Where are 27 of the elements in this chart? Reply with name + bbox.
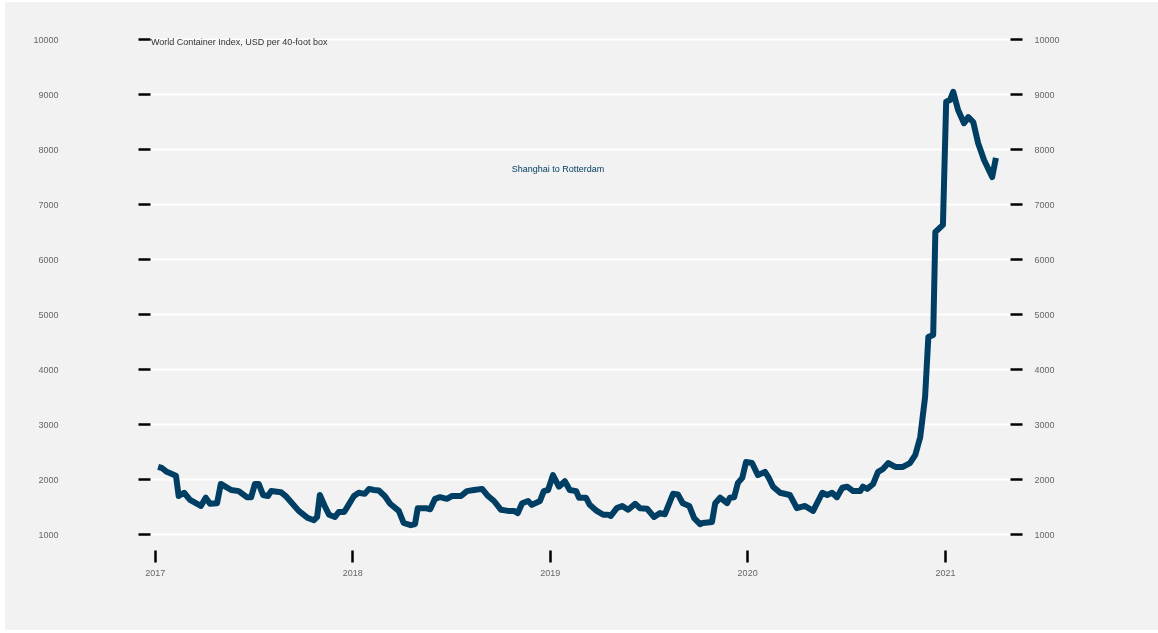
x-tick-label: 2018 bbox=[342, 567, 363, 578]
y-tick-label: 10000 bbox=[33, 34, 59, 45]
y-tick-label: 3000 bbox=[38, 419, 59, 430]
x-tick-label: 2019 bbox=[540, 567, 561, 578]
y2-tick-label: 8000 bbox=[1034, 144, 1055, 155]
y-tick-label: 4000 bbox=[38, 364, 59, 375]
x-tick-label: 2020 bbox=[737, 567, 758, 578]
y-tick-label: 7000 bbox=[38, 199, 59, 210]
y-tick-label: 8000 bbox=[38, 144, 59, 155]
y2-tick-label: 5000 bbox=[1034, 309, 1055, 320]
y2-tick-label: 6000 bbox=[1034, 254, 1055, 265]
y2-tick-label: 10000 bbox=[1034, 34, 1060, 45]
x-tick-label: 2017 bbox=[145, 567, 166, 578]
text: Shanghai to Rotterdam bbox=[511, 164, 605, 174]
chart-title: World Container Index, USD per 40-foot box bbox=[150, 37, 328, 47]
y2-tick-label: 9000 bbox=[1034, 89, 1055, 100]
y-tick-label: 1000 bbox=[38, 529, 59, 540]
y2-tick-label: 4000 bbox=[1034, 364, 1055, 375]
y-tick-label: 9000 bbox=[38, 89, 59, 100]
y2-tick-label: 2000 bbox=[1034, 474, 1055, 485]
y2-tick-label: 3000 bbox=[1034, 419, 1055, 430]
y2-tick-label: 1000 bbox=[1034, 529, 1055, 540]
x-tick-label: 2021 bbox=[935, 567, 956, 578]
y-tick-label: 2000 bbox=[38, 474, 59, 485]
y-tick-label: 5000 bbox=[38, 309, 59, 320]
y-tick-label: 6000 bbox=[38, 254, 59, 265]
y2-tick-label: 7000 bbox=[1034, 199, 1055, 210]
